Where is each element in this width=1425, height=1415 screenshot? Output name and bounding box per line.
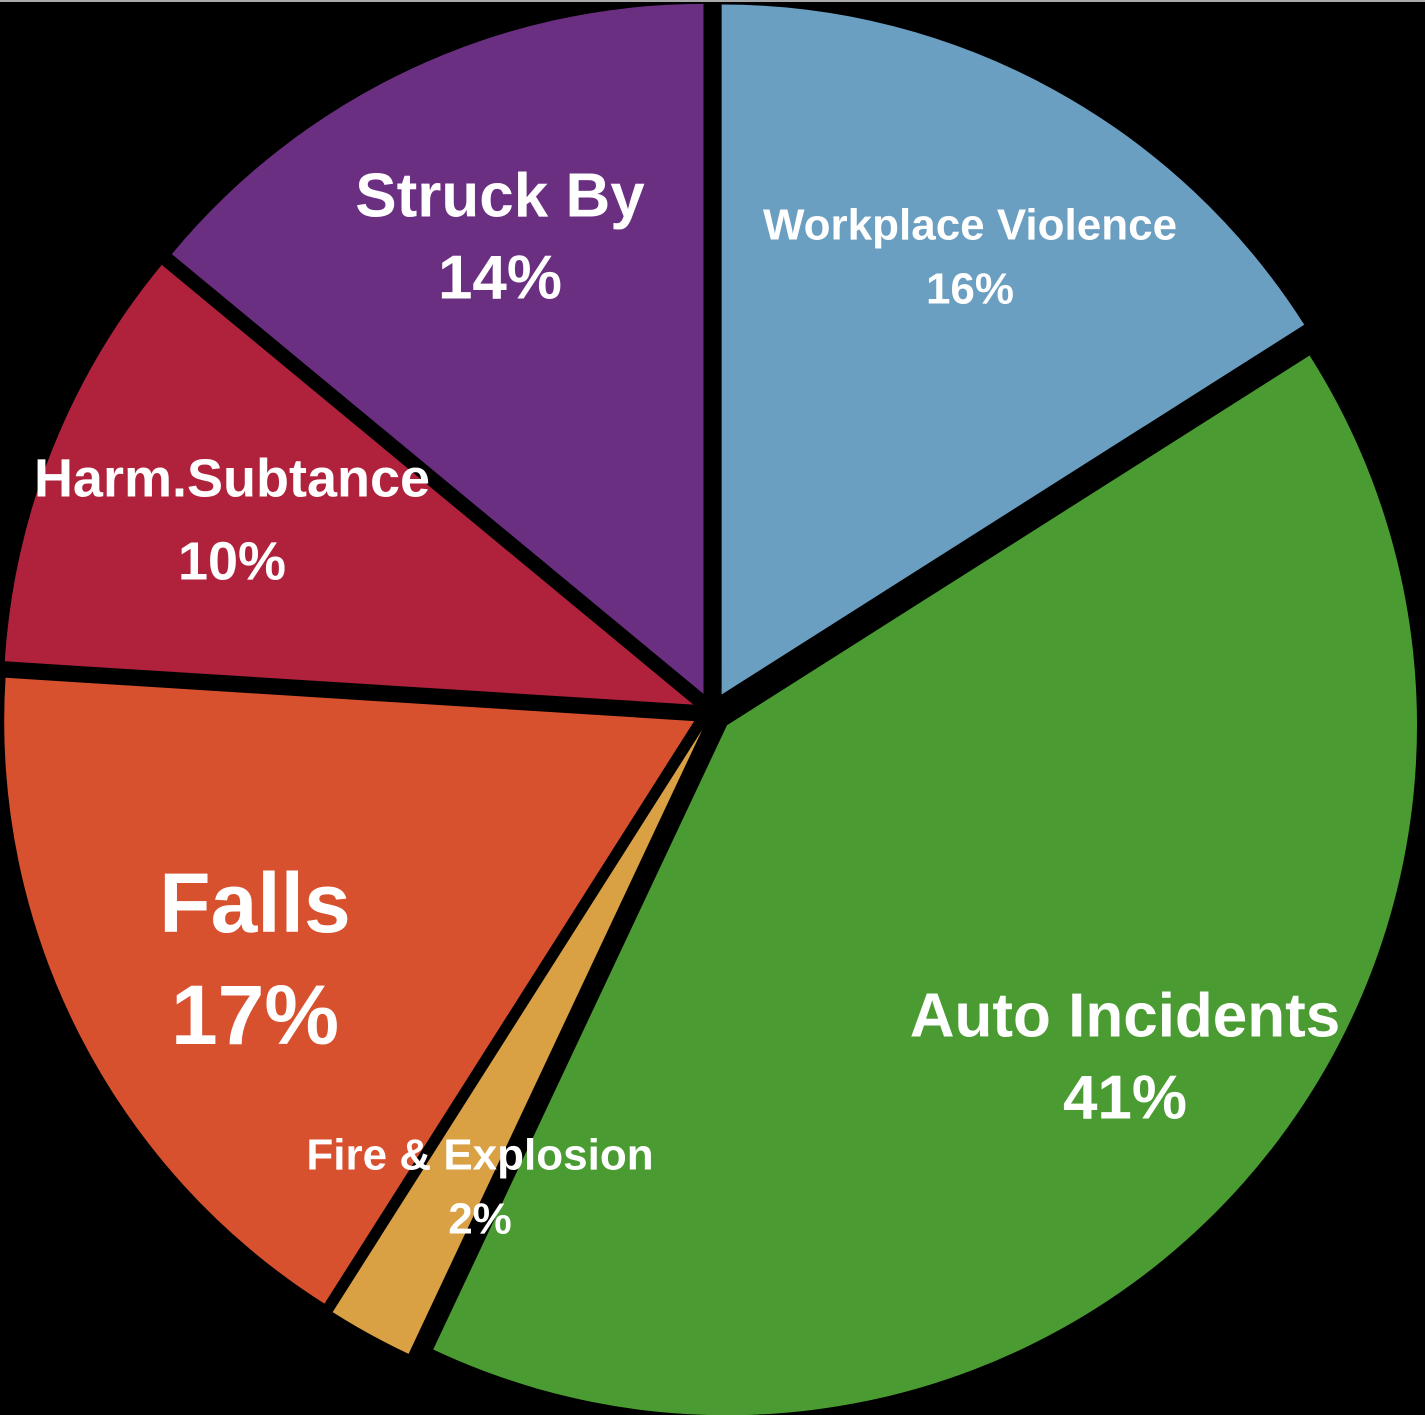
pie-slice xyxy=(721,4,1305,695)
pie-slice xyxy=(171,3,704,694)
slice-label: Harm.Subtance xyxy=(34,448,430,508)
pie-slice xyxy=(4,264,694,705)
pie-slice xyxy=(332,729,703,1354)
value-label: 17% xyxy=(171,968,339,1062)
slice-label: Workplace Violence xyxy=(763,201,1177,250)
value-label: 14% xyxy=(438,243,562,312)
slice-label: Auto Incidents xyxy=(910,981,1341,1050)
value-label: 2% xyxy=(448,1195,512,1244)
pie-slice xyxy=(433,355,1418,1415)
pie-slice xyxy=(4,677,695,1304)
value-label: 10% xyxy=(178,531,286,591)
slice-label: Fire & Explosion xyxy=(306,1131,653,1180)
value-label: 16% xyxy=(926,265,1014,314)
value-label: 41% xyxy=(1063,1063,1187,1132)
slice-label: Struck By xyxy=(355,161,645,230)
slice-label: Falls xyxy=(159,856,350,950)
